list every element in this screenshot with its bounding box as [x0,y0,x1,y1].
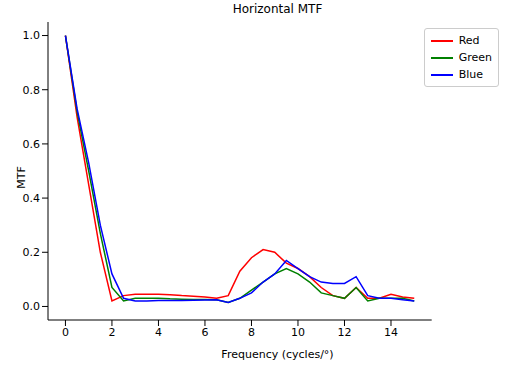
svg-text:4: 4 [155,326,162,339]
svg-text:0.2: 0.2 [23,246,41,259]
svg-text:8: 8 [248,326,255,339]
svg-text:0: 0 [62,326,69,339]
html-text:Horizontal MTF: Horizontal MTF [232,2,323,16]
svg-text:0.0: 0.0 [23,300,41,313]
svg-text:1.0: 1.0 [23,29,41,42]
html-text:Red: Red [458,34,480,47]
html-text:Frequency (cycles/°): Frequency (cycles/°) [221,348,334,361]
svg-text:6: 6 [201,326,208,339]
svg-text:10: 10 [291,326,305,339]
svg-text:0.4: 0.4 [23,192,41,205]
svg-text:0.8: 0.8 [23,84,41,97]
svg-text:12: 12 [337,326,351,339]
svg-text:14: 14 [384,326,398,339]
svg-text:0.6: 0.6 [23,138,41,151]
html-text:Blue: Blue [458,68,483,81]
svg-text:2: 2 [108,326,115,339]
html-text:MTF: MTF [14,166,28,189]
html-text:Green: Green [458,51,492,64]
